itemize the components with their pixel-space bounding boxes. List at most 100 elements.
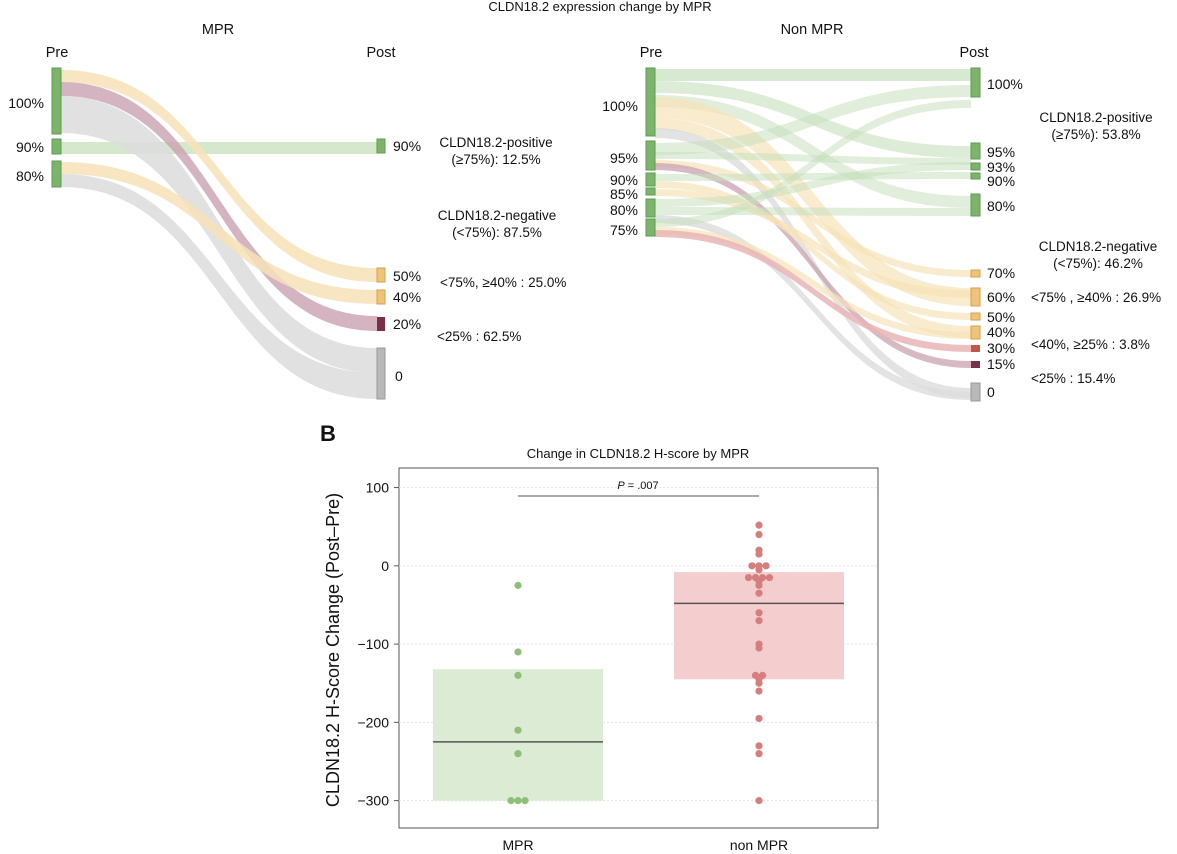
annotation: CLDN18.2-positive [439,135,552,150]
flow [61,70,377,282]
sankey-node-label: 20% [393,316,421,332]
sankey-node [971,361,980,368]
sankey-nonmpr-pre-nodes: 100% 95% 90% 85% 80% 75% [602,67,656,238]
sankey-node-label: 93% [987,159,1015,175]
sankey-node-label: 60% [987,289,1015,305]
sankey-node [970,287,981,307]
sankey-node-label: 100% [602,98,638,114]
y-ticks: 100 0 −100 −200 −300 [357,480,399,809]
flow [655,69,971,81]
data-point [755,589,763,597]
sankey-node-label: 15% [987,356,1015,372]
sankey-mpr-name: MPR [202,22,234,38]
annotation: (<75%): 87.5% [452,225,542,240]
panel-letter: B [320,421,336,446]
flow [61,82,377,331]
annotation: CLDN18.2-negative [1039,239,1158,254]
flow [655,215,971,400]
sankey-node-label: 50% [987,309,1015,325]
flow [655,181,971,320]
sankey-node-label: 40% [393,289,421,305]
sankey-non-mpr: Non MPR Pre Post [602,22,1161,402]
annotation: (<75%): 46.2% [1053,256,1143,271]
data-point [514,581,522,589]
x-tick-label: MPR [502,837,533,853]
sankey-mpr-post-nodes: 90% 50% 40% 20% 0 [376,138,421,400]
flow [655,189,971,298]
data-point [755,521,763,529]
sankey-node [376,289,386,305]
chart-title: Change in CLDN18.2 H-score by MPR [527,446,750,461]
data-point [762,562,770,570]
annotation: <40%, ≥25% : 3.8% [1031,337,1150,352]
sankey-nonmpr-pre-label: Pre [640,45,663,61]
sankey-node [645,218,656,237]
flow [655,152,971,165]
sankey-nonmpr-flows [655,69,971,400]
sankey-node-label: 50% [393,268,421,284]
annotation: CLDN18.2-positive [1039,110,1152,125]
sankey-node-label: 0 [395,368,403,384]
sankey-node [645,198,656,218]
flow [655,207,971,216]
data-point [755,617,763,625]
sankey-node [376,347,386,400]
data-point [748,562,756,570]
data-point [755,644,763,652]
sankey-node [970,312,981,321]
data-point [514,797,522,805]
sankey-node [51,138,62,155]
data-point [755,687,763,695]
data-point [755,581,763,589]
sankey-nonmpr-annotations: CLDN18.2-positive (≥75%): 53.8% CLDN18.2… [1031,110,1161,386]
sankey-node [970,325,981,340]
sankey-node-label: 80% [987,198,1015,214]
data-point [514,726,522,734]
x-tick-label: non MPR [730,837,788,853]
flow [61,174,377,399]
data-point [514,750,522,758]
significance-bracket: P = .007 [518,480,759,497]
data-point [755,797,763,805]
sankey-node-label: 90% [987,173,1015,189]
sankey-node [970,269,981,278]
sankey-node [645,172,656,187]
flow [655,160,971,277]
annotation: <25% : 62.5% [437,329,521,344]
sankey-mpr-pre-nodes: 100% 90% 80% [8,67,62,188]
sankey-node [376,138,386,154]
boxes [433,572,844,801]
sankey-node [970,382,981,402]
flow [61,162,377,304]
flow [655,163,971,368]
data-point [755,566,763,574]
annotation: <75% , ≥40% : 26.9% [1031,290,1161,305]
plot-frame [398,467,879,829]
data-point [755,714,763,723]
flow [655,118,971,338]
data-point [521,797,529,805]
y-tick-label: 100 [366,480,390,496]
sankey-node [970,142,981,160]
sankey-nonmpr-post-label: Post [959,45,988,61]
sankey-node-label: 90% [610,172,638,188]
flow [655,100,971,227]
sankey-node-label: 95% [610,150,638,166]
sankey-mpr-annotations: CLDN18.2-positive (≥75%): 12.5% CLDN18.2… [437,135,566,344]
y-tick-label: −200 [357,714,389,730]
sankey-node [970,193,981,217]
sankey-node [51,67,62,135]
data-point [514,648,522,656]
annotation: CLDN18.2-negative [438,208,557,223]
data-point [507,797,515,805]
sankey-node [970,67,981,98]
sankey-node-label: 30% [987,340,1015,356]
sankey-node-label: 80% [610,202,638,218]
data-point [755,530,763,539]
data-point [755,750,763,758]
data-point [744,573,753,582]
y-tick-label: −100 [357,636,389,652]
annotation: <25% : 15.4% [1031,371,1115,386]
sankey-nonmpr-name: Non MPR [781,22,844,38]
annotation: <75%, ≥40% : 25.0% [440,275,566,290]
